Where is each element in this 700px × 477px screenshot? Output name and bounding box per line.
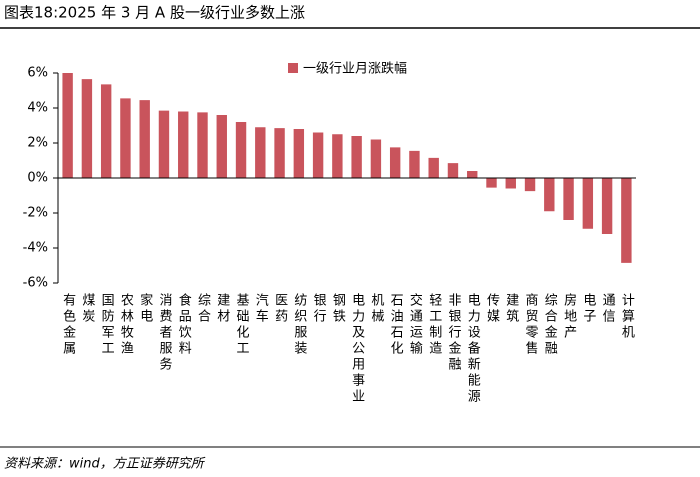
bar <box>312 132 324 178</box>
y-tick-label: 0% <box>27 171 48 186</box>
x-tick-label: 医药 <box>272 293 288 325</box>
x-tick-label: 电子 <box>580 293 596 325</box>
x-tick-label: 煤炭 <box>79 293 95 325</box>
x-tick-label: 交通运输 <box>407 292 423 357</box>
x-tick-label: 钢铁 <box>330 293 346 325</box>
x-tick-label: 建材 <box>214 293 230 325</box>
bar <box>389 147 401 178</box>
x-tick-label: 消费者服务 <box>156 293 172 373</box>
bar <box>81 79 93 178</box>
x-tick-label: 食品饮料 <box>176 292 192 357</box>
x-tick-label: 商贸零售 <box>523 293 539 357</box>
x-tick-label: 计算机 <box>619 293 635 341</box>
bar <box>100 84 112 178</box>
bar <box>293 129 305 178</box>
x-tick-label: 汽车 <box>253 293 269 325</box>
x-tick-label: 通信 <box>600 293 616 325</box>
bar <box>601 178 613 234</box>
x-tick-label: 机械 <box>368 293 384 325</box>
bar <box>467 171 478 178</box>
legend-label: 一级行业月涨跌幅 <box>303 61 407 77</box>
x-tick-label: 电力及公用事业 <box>349 293 365 405</box>
x-tick-label: 房地产 <box>561 292 577 341</box>
bar <box>274 128 285 178</box>
bar <box>621 178 632 263</box>
bar <box>178 111 189 178</box>
x-tick-label: 建筑 <box>503 293 519 325</box>
y-tick-label: 4% <box>27 101 48 116</box>
bar <box>216 115 227 178</box>
bar <box>351 136 362 178</box>
bar <box>563 178 574 220</box>
x-tick-label: 家电 <box>137 292 153 325</box>
bar <box>409 150 420 178</box>
bar <box>582 178 594 229</box>
bar <box>486 178 497 188</box>
bar <box>197 112 208 178</box>
bar <box>428 157 439 178</box>
y-tick-label: -4% <box>23 241 48 256</box>
x-tick-label: 银行 <box>311 293 327 325</box>
x-tick-label: 基础化工 <box>234 293 250 357</box>
x-tick-label: 传媒 <box>484 293 500 325</box>
bar <box>139 100 150 178</box>
x-tick-label: 有色金属 <box>60 293 76 357</box>
y-tick-label: -2% <box>23 206 48 221</box>
bar <box>524 178 536 192</box>
bar <box>370 139 382 178</box>
bar <box>544 178 555 212</box>
bar <box>332 134 343 178</box>
source: 资料来源：wind，方正证券研究所 <box>4 456 206 472</box>
bar <box>62 73 73 178</box>
x-tick-label: 轻工制造 <box>426 293 442 357</box>
bar <box>255 127 266 178</box>
bar <box>505 178 516 189</box>
y-tick-label: 2% <box>27 136 48 151</box>
y-tick-label: -6% <box>23 276 48 291</box>
chart-title: 图表18:2025 年 3 月 A 股一级行业多数上涨 <box>4 4 305 22</box>
bar <box>235 122 247 178</box>
x-tick-label: 纺织服装 <box>291 293 307 357</box>
x-tick-label: 国防军工 <box>99 293 115 357</box>
x-tick-label: 电力设备新能源 <box>465 293 481 405</box>
legend-swatch <box>288 63 298 73</box>
bar <box>447 163 459 178</box>
x-tick-label: 农林牧渔 <box>118 293 134 357</box>
y-tick-label: 6% <box>27 66 48 81</box>
x-tick-label: 石油石化 <box>388 293 404 357</box>
bar <box>120 98 131 178</box>
x-tick-label: 非银行金融 <box>445 293 461 373</box>
x-tick-label: 综合 <box>195 293 211 325</box>
bar <box>158 110 170 178</box>
x-tick-label: 综合金融 <box>542 293 558 357</box>
